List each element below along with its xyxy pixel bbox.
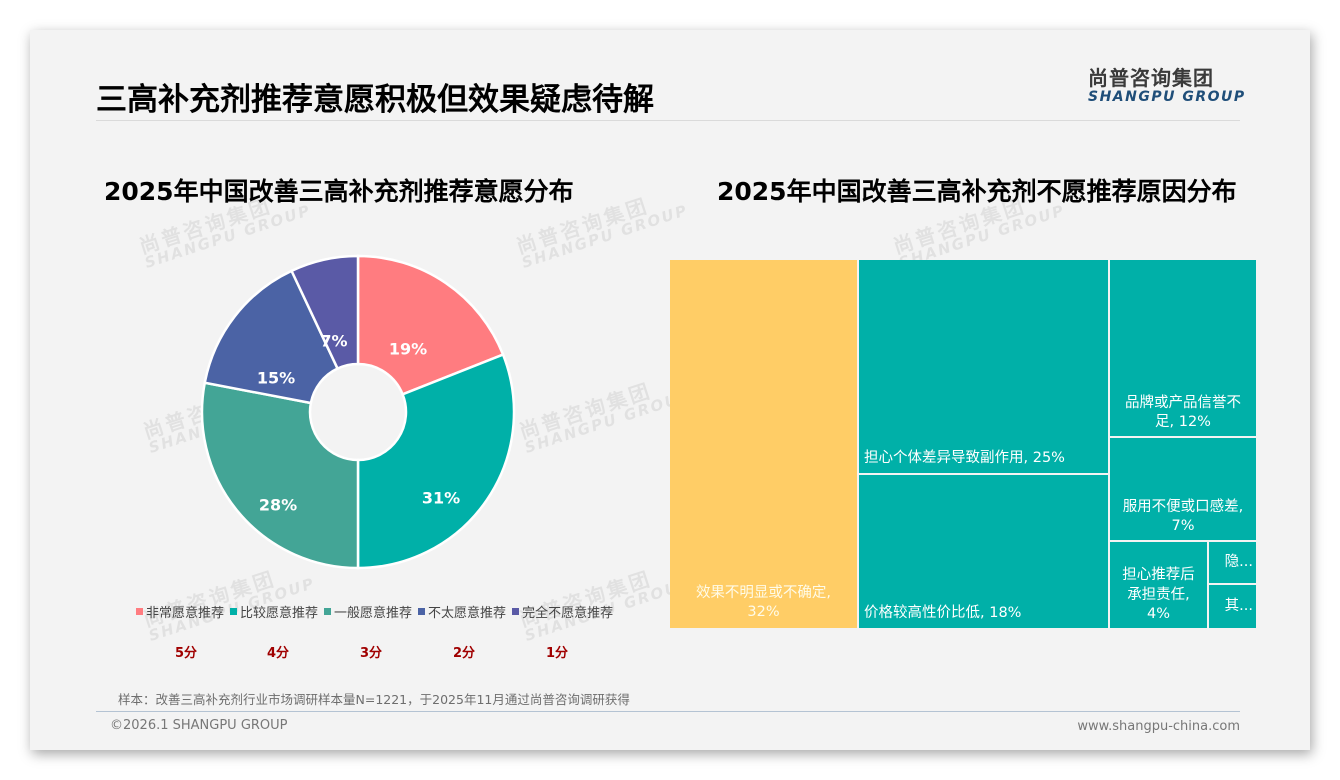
score-5: 5分 — [174, 646, 198, 661]
treemap-tile-privacy: 隐... — [1209, 542, 1256, 583]
donut-chart: 19% 31% 28% 15% 7% — [200, 254, 516, 570]
treemap-chart: 效果不明显或不确定, 32% 担心个体差异导致副作用, 25% 价格较高性价比低,… — [670, 260, 1256, 628]
slice-unwilling — [289, 254, 360, 371]
slice-label-very-willing: 19% — [388, 339, 428, 359]
legend-item-unwilling: 完全不愿意推荐 — [512, 602, 613, 621]
logo-en: SHANGPU GROUP — [1088, 89, 1246, 105]
legend-item-fairly-willing: 比较愿意推荐 — [230, 602, 318, 621]
slice-label-unwilling: 7% — [320, 331, 348, 351]
copyright: ©2026.1 SHANGPU GROUP — [110, 718, 288, 733]
title-divider — [96, 120, 1240, 121]
legend-swatch — [136, 608, 143, 615]
slice-label-not-very-willing: 15% — [256, 368, 296, 388]
legend-swatch — [230, 608, 238, 615]
page-title: 三高补充剂推荐意愿积极但效果疑虑待解 — [96, 82, 654, 118]
slice-label-fairly-willing: 31% — [421, 488, 461, 508]
score-row: 5分 4分 3分 2分 1分 — [30, 642, 670, 662]
legend-item-neutral: 一般愿意推荐 — [324, 602, 412, 621]
legend-item-not-very-willing: 不太愿意推荐 — [418, 602, 506, 621]
donut-chart-title: 2025年中国改善三高补充剂推荐意愿分布 — [104, 177, 574, 206]
slice-label-neutral: 28% — [258, 495, 298, 515]
slide: 尚普咨询集团 SHANGPU GROUP 尚普咨询集团 SHANGPU GROUP … — [30, 30, 1310, 750]
treemap-tile-brand-trust: 品牌或产品信誉不 足, 12% — [1110, 260, 1256, 436]
slice-not-very-willing — [203, 269, 340, 405]
treemap-tile-liability: 担心推荐后 承担责任, 4% — [1110, 542, 1207, 628]
treemap-title: 2025年中国改善三高补充剂不愿推荐原因分布 — [717, 177, 1237, 206]
treemap-tile-ineffective: 效果不明显或不确定, 32% — [670, 260, 857, 628]
donut-chart-svg — [200, 254, 516, 570]
score-2: 2分 — [452, 646, 476, 661]
treemap-tile-side-effects: 担心个体差异导致副作用, 25% — [859, 260, 1108, 473]
logo: 尚普咨询集团 SHANGPU GROUP — [1088, 62, 1246, 105]
score-4: 4分 — [266, 646, 290, 661]
score-3: 3分 — [359, 646, 383, 661]
treemap-tile-price: 价格较高性价比低, 18% — [859, 475, 1108, 628]
donut-legend: 非常愿意推荐 比较愿意推荐 一般愿意推荐 不太愿意推荐 完全不愿意推荐 — [136, 602, 613, 621]
treemap-tile-inconvenient: 服用不便或口感差, 7% — [1110, 438, 1256, 540]
legend-item-very-willing: 非常愿意推荐 — [136, 602, 224, 621]
logo-cn: 尚普咨询集团 — [1088, 66, 1214, 90]
website-link[interactable]: www.shangpu-china.com — [1077, 719, 1240, 734]
slice-fairly-willing — [356, 352, 516, 570]
footer-divider — [96, 711, 1240, 712]
slice-neutral — [200, 381, 360, 570]
sample-note: 样本：改善三高补充剂行业市场调研样本量N=1221，于2025年11月通过尚普咨… — [118, 692, 630, 707]
legend-swatch — [418, 608, 426, 615]
treemap-tile-other: 其... — [1209, 585, 1256, 628]
slice-very-willing — [356, 254, 505, 396]
score-1: 1分 — [545, 646, 569, 661]
legend-swatch — [512, 608, 520, 615]
legend-swatch — [324, 608, 332, 615]
